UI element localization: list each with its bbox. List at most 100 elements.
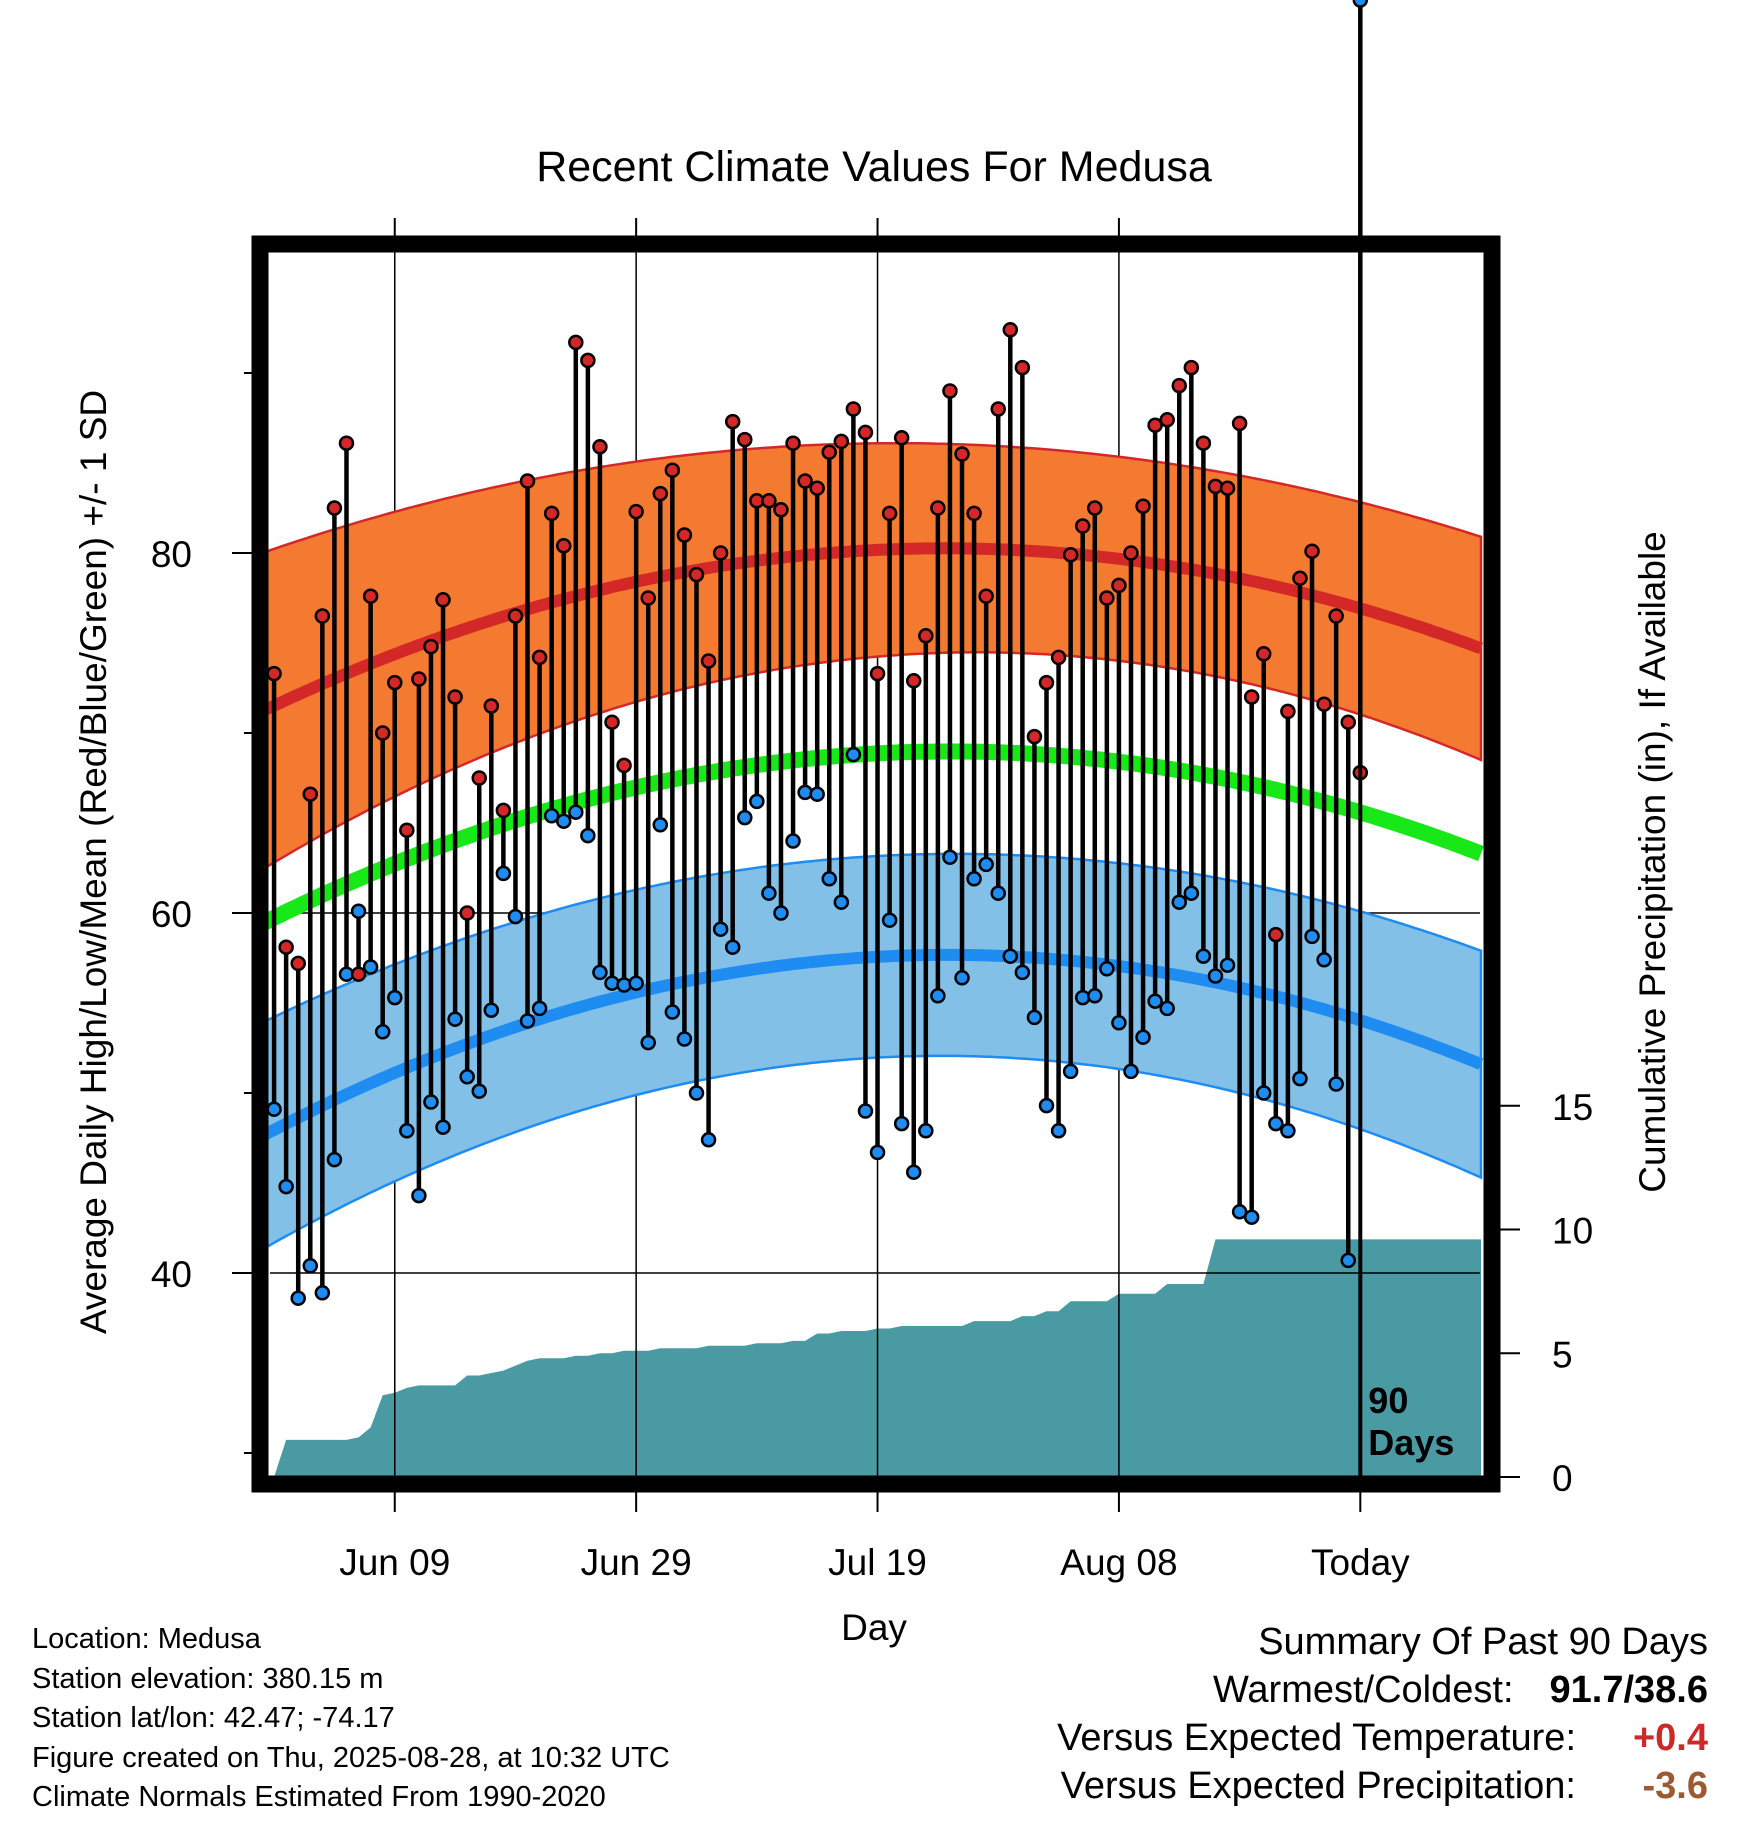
daily-high-point (1292, 570, 1308, 586)
daily-low-point (1026, 1009, 1043, 1026)
daily-high-point (302, 786, 319, 802)
daily-low-point (893, 1115, 910, 1132)
daily-high-point (1304, 543, 1320, 559)
daily-high-point (1111, 577, 1127, 594)
daily-low-point (362, 959, 379, 975)
daily-high-point (266, 665, 282, 682)
daily-low-point (314, 1285, 331, 1301)
daily-high-point (1316, 696, 1332, 712)
daily-low-point (785, 833, 801, 849)
x-tick-label: Jun 09 (339, 1542, 450, 1583)
daily-high-point (568, 334, 584, 351)
daily-low-point (1195, 948, 1212, 964)
summary-precip-row: Versus Expected Precipitation: -3.6 (1057, 1762, 1708, 1810)
daily-low-point (411, 1187, 427, 1204)
daily-low-point (387, 989, 403, 1006)
today-days-label: Days (1368, 1422, 1454, 1463)
daily-low-point (1050, 1123, 1067, 1139)
daily-high-point (326, 500, 343, 516)
daily-high-point (1340, 714, 1356, 730)
daily-high-point (809, 480, 825, 496)
daily-high-point (1026, 728, 1043, 745)
daily-low-point (821, 871, 838, 887)
left-tick-label: 40 (151, 1254, 192, 1295)
daily-high-point (942, 383, 958, 399)
daily-high-point (435, 592, 451, 608)
daily-high-point (881, 505, 898, 522)
daily-high-point (1328, 608, 1344, 624)
x-axis-label: Day (841, 1607, 907, 1648)
daily-high-point (290, 955, 306, 972)
daily-low-point (543, 808, 560, 824)
daily-high-point (1183, 359, 1200, 376)
daily-low-point (1340, 1252, 1356, 1269)
daily-low-point (1292, 1070, 1308, 1087)
daily-low-point (773, 905, 789, 921)
daily-high-point (1195, 435, 1212, 451)
daily-low-point (302, 1258, 319, 1274)
daily-low-point (495, 865, 512, 882)
daily-high-point (664, 462, 681, 478)
daily-high-point (399, 822, 415, 838)
daily-high-point (990, 401, 1006, 417)
daily-high-point (1002, 322, 1019, 338)
daily-high-point (1014, 359, 1031, 376)
today-days-label: 90 (1368, 1380, 1408, 1421)
daily-low-point (712, 921, 729, 937)
daily-low-point (737, 809, 753, 826)
daily-low-point (1135, 1029, 1151, 1045)
daily-high-point (688, 566, 705, 583)
axis-ticks (232, 218, 1520, 1512)
daily-high-point (471, 770, 487, 786)
summary-temp-value: +0.4 (1632, 1717, 1708, 1759)
daily-low-point (1002, 948, 1019, 964)
precipitation-area-layer (262, 1239, 1481, 1477)
chart-title: Recent Climate Values For Medusa (536, 143, 1212, 191)
daily-high-point (483, 698, 500, 714)
daily-high-point (411, 671, 427, 687)
daily-high-point (374, 725, 391, 741)
daily-low-point (1087, 988, 1103, 1004)
daily-high-point (1171, 377, 1188, 394)
daily-low-point (1256, 1085, 1272, 1101)
summary-panel: Summary Of Past 90 Days Warmest/Coldest:… (1057, 1618, 1708, 1810)
daily-low-point (507, 908, 524, 925)
daily-low-point (531, 1000, 548, 1017)
daily-low-point (1280, 1123, 1296, 1139)
summary-warmest-label: Warmest/Coldest: (1212, 1669, 1514, 1711)
daily-low-point (447, 1011, 463, 1027)
daily-high-point (362, 588, 379, 604)
daily-high-point (459, 905, 475, 921)
daily-low-point (1014, 964, 1031, 981)
daily-high-point (387, 674, 403, 691)
daily-high-point (1159, 412, 1175, 428)
daily-low-point (640, 1034, 656, 1051)
daily-low-point (266, 1101, 282, 1117)
daily-low-point (1219, 957, 1236, 973)
precip-area (262, 1239, 1481, 1477)
daily-low-point (1304, 928, 1320, 945)
daily-low-point (483, 1002, 500, 1018)
daily-low-point (592, 964, 608, 981)
daily-high-point (918, 628, 934, 644)
daily-low-point (1038, 1097, 1055, 1114)
daily-low-point (1207, 968, 1224, 984)
daily-low-point (845, 746, 862, 763)
y-axis-label-right: Cumulative Precipitation (in), If Availa… (1632, 531, 1673, 1193)
daily-high-point (1074, 518, 1091, 534)
daily-high-point (519, 473, 536, 489)
daily-high-point (712, 545, 729, 561)
daily-low-point (990, 885, 1006, 901)
daily-low-point (471, 1083, 487, 1099)
daily-high-point (785, 435, 801, 451)
daily-low-point (278, 1178, 294, 1195)
daily-low-point (290, 1290, 306, 1306)
daily-high-point (773, 502, 789, 518)
daily-low-point (628, 975, 644, 991)
daily-high-point (423, 638, 439, 655)
left-tick-label: 80 (151, 534, 192, 575)
chart-text: Recent Climate Values For Medusa 40 60 80 0 5… (73, 143, 1673, 1648)
daily-low-point (749, 793, 765, 810)
daily-low-point (1268, 1115, 1284, 1132)
info-created: Figure created on Thu, 2025-08-28, at 10… (32, 1741, 670, 1774)
